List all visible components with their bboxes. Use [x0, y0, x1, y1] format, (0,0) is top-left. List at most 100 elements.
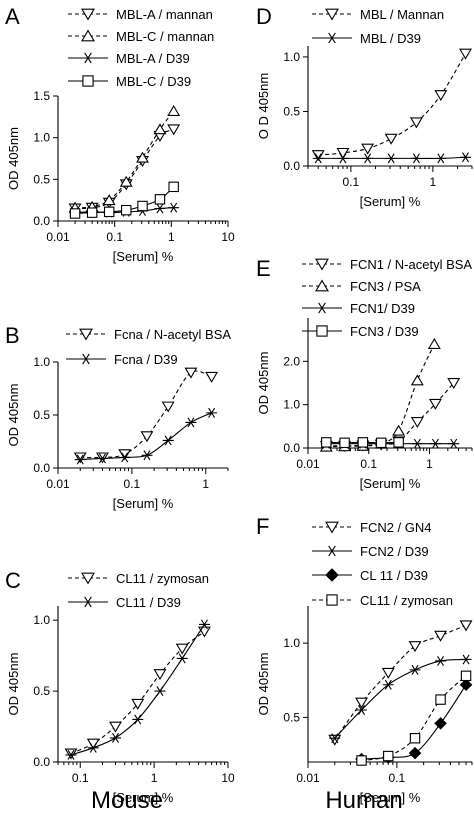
x-tick-label: 1 [430, 175, 437, 189]
legend-entry: MBL-A / mannan [68, 7, 213, 22]
y-axis-label: OD 405nm [6, 653, 21, 716]
series-2 [312, 152, 472, 164]
legend-marker [80, 353, 92, 365]
panel-letter: E [256, 256, 271, 281]
legend-marker [325, 8, 339, 21]
data-point [408, 641, 422, 653]
data-point [161, 401, 175, 413]
data-point [119, 452, 131, 463]
data-point [205, 371, 219, 383]
data-point [206, 407, 218, 418]
y-axis-label: OD 405nm [256, 352, 271, 415]
data-point [361, 143, 375, 155]
data-point [321, 437, 332, 448]
series-2 [319, 337, 441, 452]
panel-letter: C [5, 568, 21, 593]
legend-label: MBL-A / mannan [116, 7, 213, 22]
legend-label: Fcna / D39 [114, 352, 178, 367]
data-point [198, 619, 210, 630]
data-point [429, 438, 441, 449]
data-point [392, 424, 406, 436]
y-tick-label: 0.5 [33, 172, 50, 186]
data-point [434, 630, 448, 642]
y-tick-label: 1.0 [33, 613, 50, 627]
x-tick-label: 1 [202, 477, 209, 491]
data-point [383, 750, 394, 762]
legend-entry: CL 11 / D39 [312, 568, 428, 583]
series-1 [73, 367, 219, 464]
data-point [102, 194, 116, 206]
data-point [384, 133, 398, 145]
legend-label: FCN1/ D39 [350, 301, 415, 316]
legend-entry: FCN1 / N-acetyl BSA [302, 257, 472, 272]
legend-label: FCN2 / GN4 [360, 520, 432, 535]
data-point [435, 655, 447, 666]
y-axis-label: OD 405nm [256, 653, 271, 716]
data-point [153, 669, 167, 681]
data-point [118, 449, 132, 461]
data-point [74, 454, 86, 465]
series-line [361, 684, 467, 760]
legend-label: MBL / D39 [360, 31, 421, 46]
data-point [131, 698, 145, 710]
data-point [154, 194, 166, 205]
series-1 [311, 48, 472, 162]
panel-f: F 0.01 0.1 0.5 1.0 [Serum] % OD 405nm FCN2 / GN… [256, 514, 473, 805]
legend-entry: CL11 / zymosan [312, 593, 453, 608]
x-tick-label: 0.1 [106, 230, 123, 244]
legend-entry: MBL-C / D39 [68, 74, 191, 89]
x-tick-label: 0.1 [389, 771, 406, 785]
data-point [411, 438, 423, 449]
data-point [176, 653, 188, 664]
x-axis-label: [Serum] % [360, 476, 421, 491]
data-point [137, 200, 148, 212]
panel-letter: B [5, 323, 20, 348]
data-point [460, 670, 472, 682]
x-tick-label: 0.1 [72, 771, 89, 785]
data-point [375, 437, 387, 449]
y-tick-label: 0.5 [283, 710, 300, 724]
series-line [361, 675, 467, 762]
data-point [140, 431, 154, 443]
legend-entry: FCN2 / D39 [312, 544, 429, 559]
data-point [356, 705, 368, 715]
series-1 [64, 626, 211, 760]
data-point [408, 746, 422, 760]
legend-entry: FCN3 / PSA [302, 279, 421, 294]
x-tick-label: 0.01 [296, 771, 320, 785]
y-axis-label: O D 405nm [256, 73, 271, 139]
data-point [381, 667, 395, 679]
legend-label: FCN3 / PSA [350, 279, 421, 294]
x-axis-label: [Serum] % [113, 496, 174, 511]
legend-entry: CL11 / zymosan [68, 571, 209, 586]
data-point [355, 697, 368, 709]
data-point [154, 686, 166, 697]
data-point [336, 147, 350, 159]
legend-marker [81, 572, 95, 585]
panel-e: E 0.01 0.1 1 0.0 1.0 2.0 [Serum] % OD 405nm FCN1 … [256, 256, 473, 491]
x-axis-label: [Serum] % [113, 790, 174, 805]
y-tick-label: 0.5 [283, 104, 300, 118]
data-point [119, 175, 133, 187]
legend-label: MBL / Mannan [360, 7, 444, 22]
data-point [167, 104, 181, 116]
data-point [185, 417, 197, 428]
legend-label: CL11 / zymosan [360, 593, 453, 608]
data-point [311, 150, 325, 162]
x-tick-label: 0.01 [296, 457, 320, 471]
x-tick-label: 1 [426, 457, 433, 471]
data-point [382, 679, 394, 690]
legend-entry: FCN2 / GN4 [312, 520, 432, 535]
legend-label: MBL-C / D39 [116, 74, 191, 89]
data-point [448, 438, 460, 449]
data-point [410, 374, 424, 386]
legend-entry: MBL-A / D39 [68, 51, 190, 66]
y-tick-label: 0.5 [33, 408, 50, 422]
y-tick-label: 1.0 [283, 398, 300, 412]
footer-human-label: Human [325, 787, 402, 813]
y-tick-label: 0.0 [33, 755, 50, 769]
x-axis-label: [Serum] % [113, 249, 174, 264]
x-tick-label: 0.01 [46, 230, 70, 244]
data-point [337, 153, 349, 164]
